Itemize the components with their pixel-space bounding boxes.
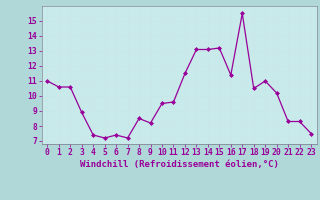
X-axis label: Windchill (Refroidissement éolien,°C): Windchill (Refroidissement éolien,°C) [80, 160, 279, 169]
